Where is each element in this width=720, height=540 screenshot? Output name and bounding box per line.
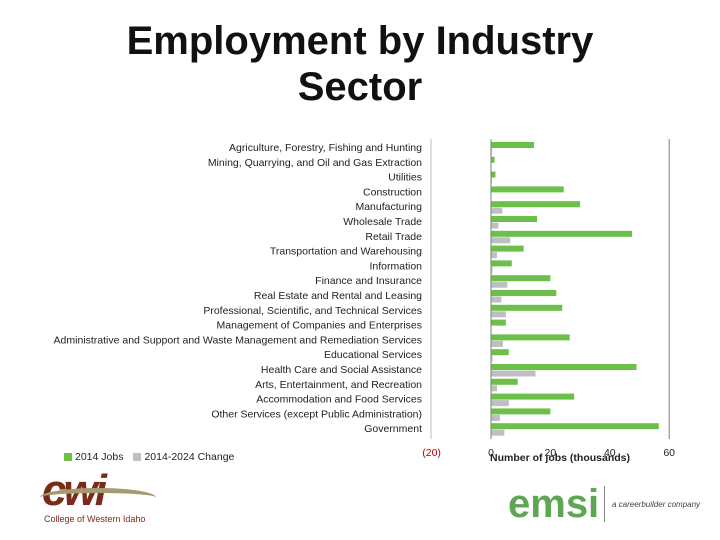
x-tick-label: 60 xyxy=(663,447,675,459)
tick-labels: (20) 0 20 40 60 xyxy=(422,447,675,459)
category-label: Information xyxy=(369,260,422,272)
page-title: Employment by Industry Sector xyxy=(126,19,594,109)
category-label: Management of Companies and Enterprises xyxy=(217,320,422,332)
bar-2014-jobs xyxy=(491,245,524,252)
category-label: Arts, Entertainment, and Recreation xyxy=(255,379,422,391)
cwi-subtitle: College of Western Idaho xyxy=(44,514,146,524)
bar-2014-jobs xyxy=(491,156,495,163)
bar-2014-jobs xyxy=(491,216,538,222)
category-label: Utilities xyxy=(388,172,422,184)
bars xyxy=(491,142,659,436)
emsi-wordmark: emsi xyxy=(508,482,600,526)
bar-2014-2024-change xyxy=(491,252,497,259)
bar-2014-jobs xyxy=(491,364,637,370)
bar-2014-jobs xyxy=(491,408,551,415)
bar-2014-jobs xyxy=(491,334,570,341)
category-label: Wholesale Trade xyxy=(343,216,422,228)
category-label: Transportation and Warehousing xyxy=(270,246,422,258)
legend-swatch-change xyxy=(133,453,142,461)
bar-2014-2024-change xyxy=(491,385,497,392)
category-label: Other Services (except Public Administra… xyxy=(211,408,422,420)
category-label: Educational Services xyxy=(324,349,422,361)
category-label: Real Estate and Rental and Leasing xyxy=(254,290,422,302)
bar-2014-2024-change xyxy=(491,400,509,407)
category-label: Accommodation and Food Services xyxy=(256,394,422,406)
axis-lines xyxy=(430,139,670,439)
category-label: Retail Trade xyxy=(365,231,422,243)
category-label: Government xyxy=(364,423,422,435)
bar-2014-jobs xyxy=(491,186,564,193)
category-label: Mining, Quarrying, and Oil and Gas Extra… xyxy=(208,157,422,169)
bar-2014-jobs xyxy=(491,349,509,356)
cwi-swoosh-icon xyxy=(40,488,156,507)
emsi-logo: emsi a careerbuilder company xyxy=(508,482,718,526)
bar-2014-jobs xyxy=(491,275,551,282)
bar-2014-jobs xyxy=(491,201,581,208)
x-tick-label: 0 xyxy=(488,447,494,459)
legend-label-change: 2014-2024 Change xyxy=(144,451,235,463)
legend-label-jobs: 2014 Jobs xyxy=(75,451,124,463)
bar-2014-2024-change xyxy=(491,207,503,214)
bar-2014-jobs xyxy=(491,378,518,385)
cwi-logo: cwi College of Western Idaho xyxy=(40,468,160,530)
bar-2014-2024-change xyxy=(491,237,511,244)
bar-2014-jobs xyxy=(491,230,633,237)
bar-2014-2024-change xyxy=(491,311,506,318)
bar-2014-2024-change xyxy=(491,370,536,377)
category-label: Administrative and Support and Waste Man… xyxy=(54,334,422,346)
bar-2014-2024-change xyxy=(491,355,493,362)
bar-2014-2024-change xyxy=(491,429,505,436)
bar-2014-jobs xyxy=(491,290,557,296)
legend: 2014 Jobs 2014-2024 Change xyxy=(64,451,234,463)
logo-divider xyxy=(604,486,605,522)
bar-2014-jobs xyxy=(491,423,659,430)
bar-2014-2024-change xyxy=(491,414,500,421)
category-label: Construction xyxy=(363,186,422,198)
bar-2014-2024-change xyxy=(491,281,508,288)
x-tick-label: 20 xyxy=(545,447,557,459)
emsi-tagline: a careerbuilder company xyxy=(612,500,701,509)
category-label: Finance and Insurance xyxy=(315,275,422,287)
bar-2014-2024-change xyxy=(491,222,499,229)
legend-swatch-jobs xyxy=(64,453,72,461)
bar-2014-jobs xyxy=(491,304,563,311)
bar-2014-jobs xyxy=(491,319,506,326)
category-label: Agriculture, Forestry, Fishing and Hunti… xyxy=(229,142,422,154)
bar-2014-jobs xyxy=(491,260,512,267)
category-label: Professional, Scientific, and Technical … xyxy=(203,305,422,317)
x-tick-label: 40 xyxy=(604,447,616,459)
category-labels: Agriculture, Forestry, Fishing and Hunti… xyxy=(54,142,423,435)
bar-2014-jobs xyxy=(491,142,535,148)
bar-2014-2024-change xyxy=(491,266,493,273)
bar-2014-2024-change xyxy=(491,296,502,303)
x-tick-label: (20) xyxy=(422,447,441,459)
category-label: Health Care and Social Assistance xyxy=(261,364,422,376)
x-axis-title: Number of jobs (thousands) xyxy=(490,452,630,464)
bar-2014-jobs xyxy=(491,171,496,178)
legend-item-change: 2014-2024 Change xyxy=(133,451,234,463)
category-label: Manufacturing xyxy=(355,201,422,213)
bar-2014-jobs xyxy=(491,393,575,400)
legend-item-jobs: 2014 Jobs xyxy=(64,451,123,463)
bar-2014-2024-change xyxy=(491,340,503,347)
